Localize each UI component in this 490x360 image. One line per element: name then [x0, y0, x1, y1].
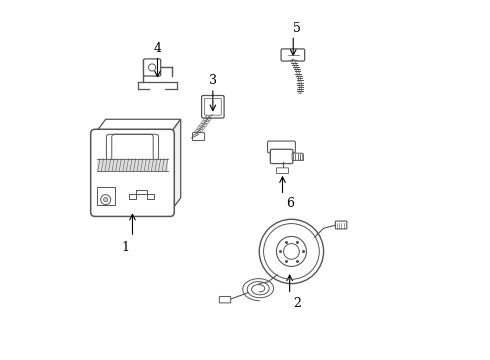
Circle shape — [148, 64, 156, 71]
FancyBboxPatch shape — [276, 168, 289, 174]
Polygon shape — [97, 187, 115, 205]
Text: 1: 1 — [122, 241, 129, 255]
Circle shape — [103, 198, 108, 202]
FancyBboxPatch shape — [193, 133, 205, 140]
FancyBboxPatch shape — [97, 158, 168, 171]
Text: 5: 5 — [293, 22, 301, 35]
Circle shape — [100, 195, 111, 204]
FancyBboxPatch shape — [270, 149, 293, 163]
Text: 2: 2 — [293, 297, 301, 310]
FancyBboxPatch shape — [201, 95, 224, 118]
Text: 3: 3 — [209, 74, 217, 87]
FancyBboxPatch shape — [144, 59, 161, 76]
Polygon shape — [170, 119, 181, 212]
FancyBboxPatch shape — [335, 221, 347, 229]
Text: 6: 6 — [286, 197, 294, 210]
Circle shape — [276, 237, 306, 266]
FancyBboxPatch shape — [91, 129, 174, 216]
FancyBboxPatch shape — [281, 49, 305, 61]
FancyBboxPatch shape — [292, 153, 303, 160]
FancyBboxPatch shape — [220, 296, 231, 303]
Text: 4: 4 — [153, 42, 162, 55]
Polygon shape — [95, 119, 181, 134]
Circle shape — [284, 244, 299, 259]
Circle shape — [259, 219, 323, 284]
FancyBboxPatch shape — [268, 141, 295, 153]
